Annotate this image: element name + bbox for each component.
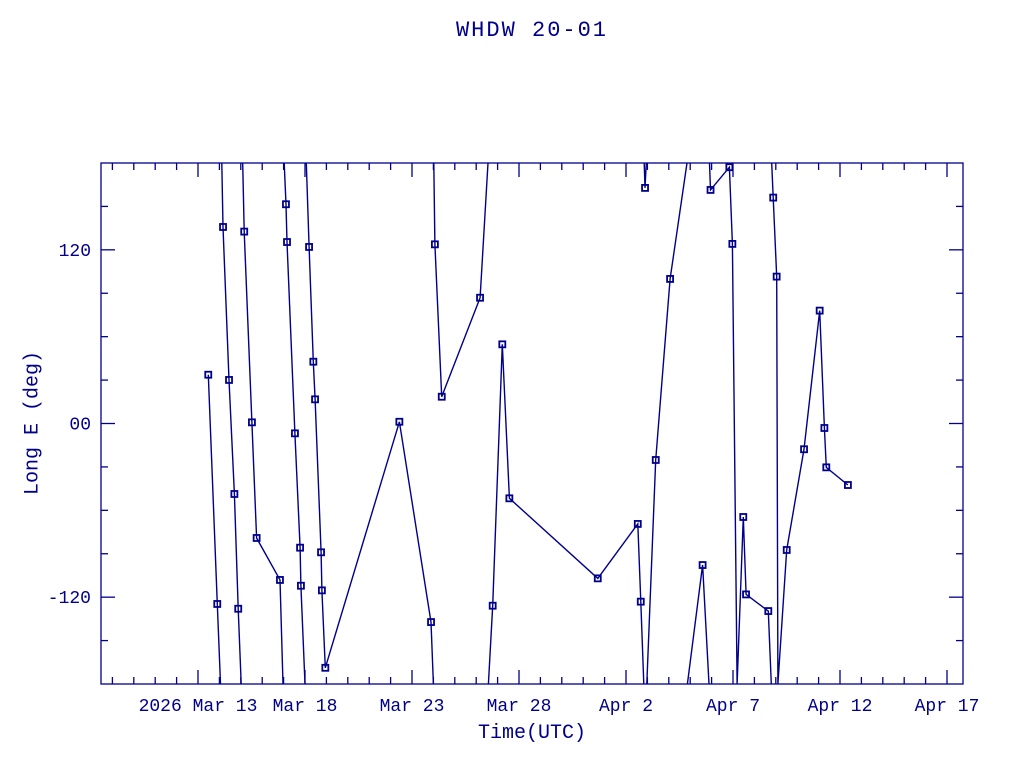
data-point-marker — [772, 272, 781, 281]
data-point-marker — [234, 604, 243, 613]
data-point-marker — [593, 574, 602, 583]
data-point-marker — [230, 490, 239, 498]
x-tick-label: Mar 23 — [380, 697, 445, 717]
data-line-segment — [221, 162, 242, 685]
data-line-segment — [433, 162, 489, 397]
data-point-marker — [764, 607, 773, 615]
y-tick-label: -120 — [48, 589, 91, 609]
data-point-marker — [430, 240, 439, 249]
data-point-marker — [395, 417, 404, 426]
data-point-marker — [282, 200, 290, 209]
data-point-marker — [309, 357, 318, 366]
data-point-marker — [318, 586, 326, 595]
data-point-marker — [844, 481, 852, 489]
data-point-marker — [739, 513, 748, 521]
x-tick-label: Mar 28 — [487, 697, 552, 717]
data-line-segment — [708, 162, 772, 685]
x-axis-label: Time(UTC) — [477, 722, 587, 745]
data-point-marker — [240, 227, 249, 236]
data-point-marker — [305, 243, 313, 251]
data-point-marker — [800, 445, 808, 454]
data-point-marker — [427, 618, 435, 626]
data-point-marker — [213, 600, 222, 608]
data-point-marker — [291, 429, 299, 438]
data-line-segment — [242, 162, 284, 685]
data-point-marker — [296, 543, 304, 552]
data-point-marker — [204, 370, 213, 379]
x-tick-label: Apr 12 — [808, 697, 873, 717]
data-line-segment — [643, 162, 647, 188]
data-point-marker — [815, 306, 824, 315]
data-point-marker — [225, 376, 233, 384]
data-line-segment — [686, 564, 710, 685]
data-point-marker — [820, 424, 829, 432]
plot-box — [100, 162, 964, 685]
data-point-marker — [641, 183, 649, 192]
y-tick-label: 120 — [59, 242, 91, 262]
data-point-marker — [248, 418, 256, 427]
data-point-marker — [742, 590, 750, 599]
data-line-segment — [207, 374, 222, 685]
data-point-marker — [769, 193, 778, 202]
data-point-marker — [488, 601, 497, 610]
data-point-marker — [283, 238, 291, 246]
x-tick-label: 2026 Mar 13 — [139, 697, 258, 717]
data-point-marker — [321, 663, 330, 672]
data-point-marker — [651, 456, 660, 464]
chart-title: WHDW 20-01 — [455, 18, 609, 43]
data-point-marker — [219, 223, 227, 231]
data-line-segment — [305, 162, 435, 685]
data-point-marker — [252, 534, 261, 542]
x-tick-label: Apr 7 — [706, 697, 760, 717]
x-tick-label: Apr 17 — [915, 697, 980, 717]
data-point-marker — [822, 463, 831, 472]
data-point-marker — [698, 561, 707, 569]
y-tick-label: 00 — [69, 416, 91, 436]
data-point-marker — [725, 163, 734, 172]
data-point-marker — [476, 293, 484, 302]
x-tick-label: Apr 2 — [599, 697, 653, 717]
x-tick-label: Mar 18 — [273, 697, 338, 717]
data-point-marker — [276, 576, 284, 584]
data-point-marker — [311, 395, 319, 404]
data-point-marker — [505, 494, 514, 503]
data-point-marker — [636, 597, 645, 606]
data-line-segment — [646, 162, 688, 685]
data-point-marker — [437, 392, 446, 401]
data-line-segment — [771, 162, 849, 685]
data-point-marker — [782, 546, 791, 554]
data-point-marker — [666, 275, 674, 283]
data-line-segment — [487, 344, 645, 685]
data-point-marker — [633, 520, 642, 528]
data-point-marker — [706, 186, 715, 194]
data-point-marker — [498, 340, 507, 349]
data-point-marker — [728, 239, 737, 248]
data-point-marker — [297, 581, 305, 590]
data-point-marker — [317, 548, 325, 557]
data-line-segment — [283, 162, 306, 685]
